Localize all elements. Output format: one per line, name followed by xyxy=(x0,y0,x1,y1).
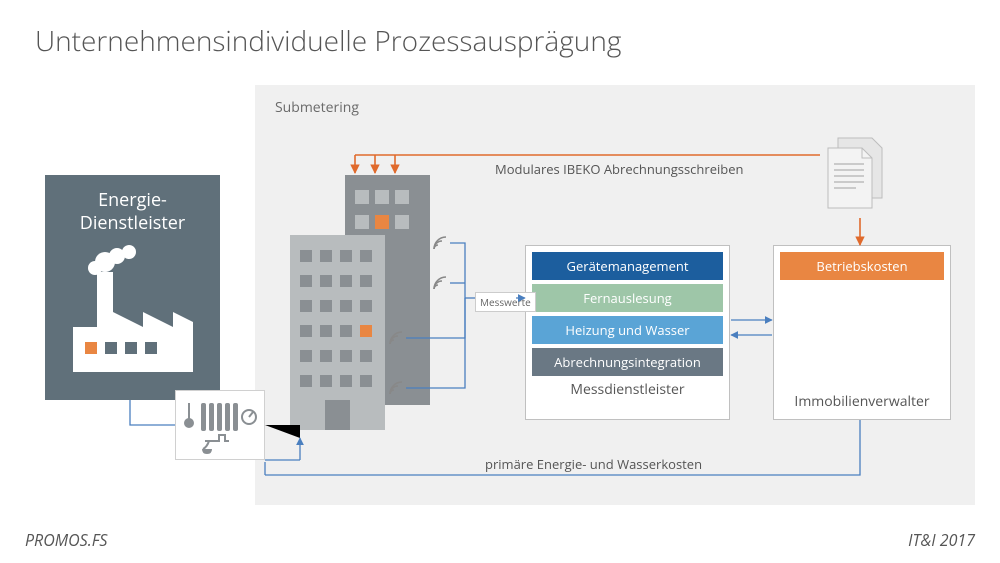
immobilienverwalter-box: Betriebskosten Immobilienverwalter xyxy=(773,245,951,420)
wifi-icon xyxy=(432,235,448,251)
documents-icon xyxy=(820,130,900,220)
wifi-icon xyxy=(432,275,448,291)
immo-row-0: Betriebskosten xyxy=(780,252,944,280)
mess-row-2: Heizung und Wasser xyxy=(532,316,723,344)
mess-row-3: Abrechnungsintegration xyxy=(532,348,723,376)
wifi-icon xyxy=(388,380,404,396)
footer-right: IT&I 2017 xyxy=(908,529,975,551)
submetering-label: Submetering xyxy=(275,98,359,117)
wifi-icon xyxy=(388,330,404,346)
radiator-icon xyxy=(181,397,259,453)
factory-icon xyxy=(63,242,203,382)
mess-row-0: Gerätemanagement xyxy=(532,252,723,280)
energy-provider-label-line1: Energie- xyxy=(98,188,167,212)
energy-provider-label-line2: Dienstleister xyxy=(80,211,185,235)
footer-left: PROMOS.FS xyxy=(25,529,107,551)
immo-caption: Immobilienverwalter xyxy=(774,392,950,411)
modular-label: Modulares IBEKO Abrechnungsschreiben xyxy=(495,160,744,178)
primary-costs-label: primäre Energie- und Wasserkosten xyxy=(485,455,702,473)
buildings-icon xyxy=(275,165,455,435)
energy-provider-label: Energie- Dienstleister xyxy=(45,189,220,234)
radiator-box xyxy=(175,390,265,460)
energy-provider-box: Energie- Dienstleister xyxy=(45,175,220,400)
slide-root: Unternehmensindividuelle Prozessausprägu… xyxy=(0,0,1000,563)
page-title: Unternehmensindividuelle Prozessausprägu… xyxy=(35,22,621,60)
messwerte-label: Messwerte xyxy=(475,292,536,312)
messdienstleister-box: Gerätemanagement Fernauslesung Heizung u… xyxy=(525,245,730,420)
mess-caption: Messdienstleister xyxy=(532,380,723,399)
mess-row-1: Fernauslesung xyxy=(532,284,723,312)
